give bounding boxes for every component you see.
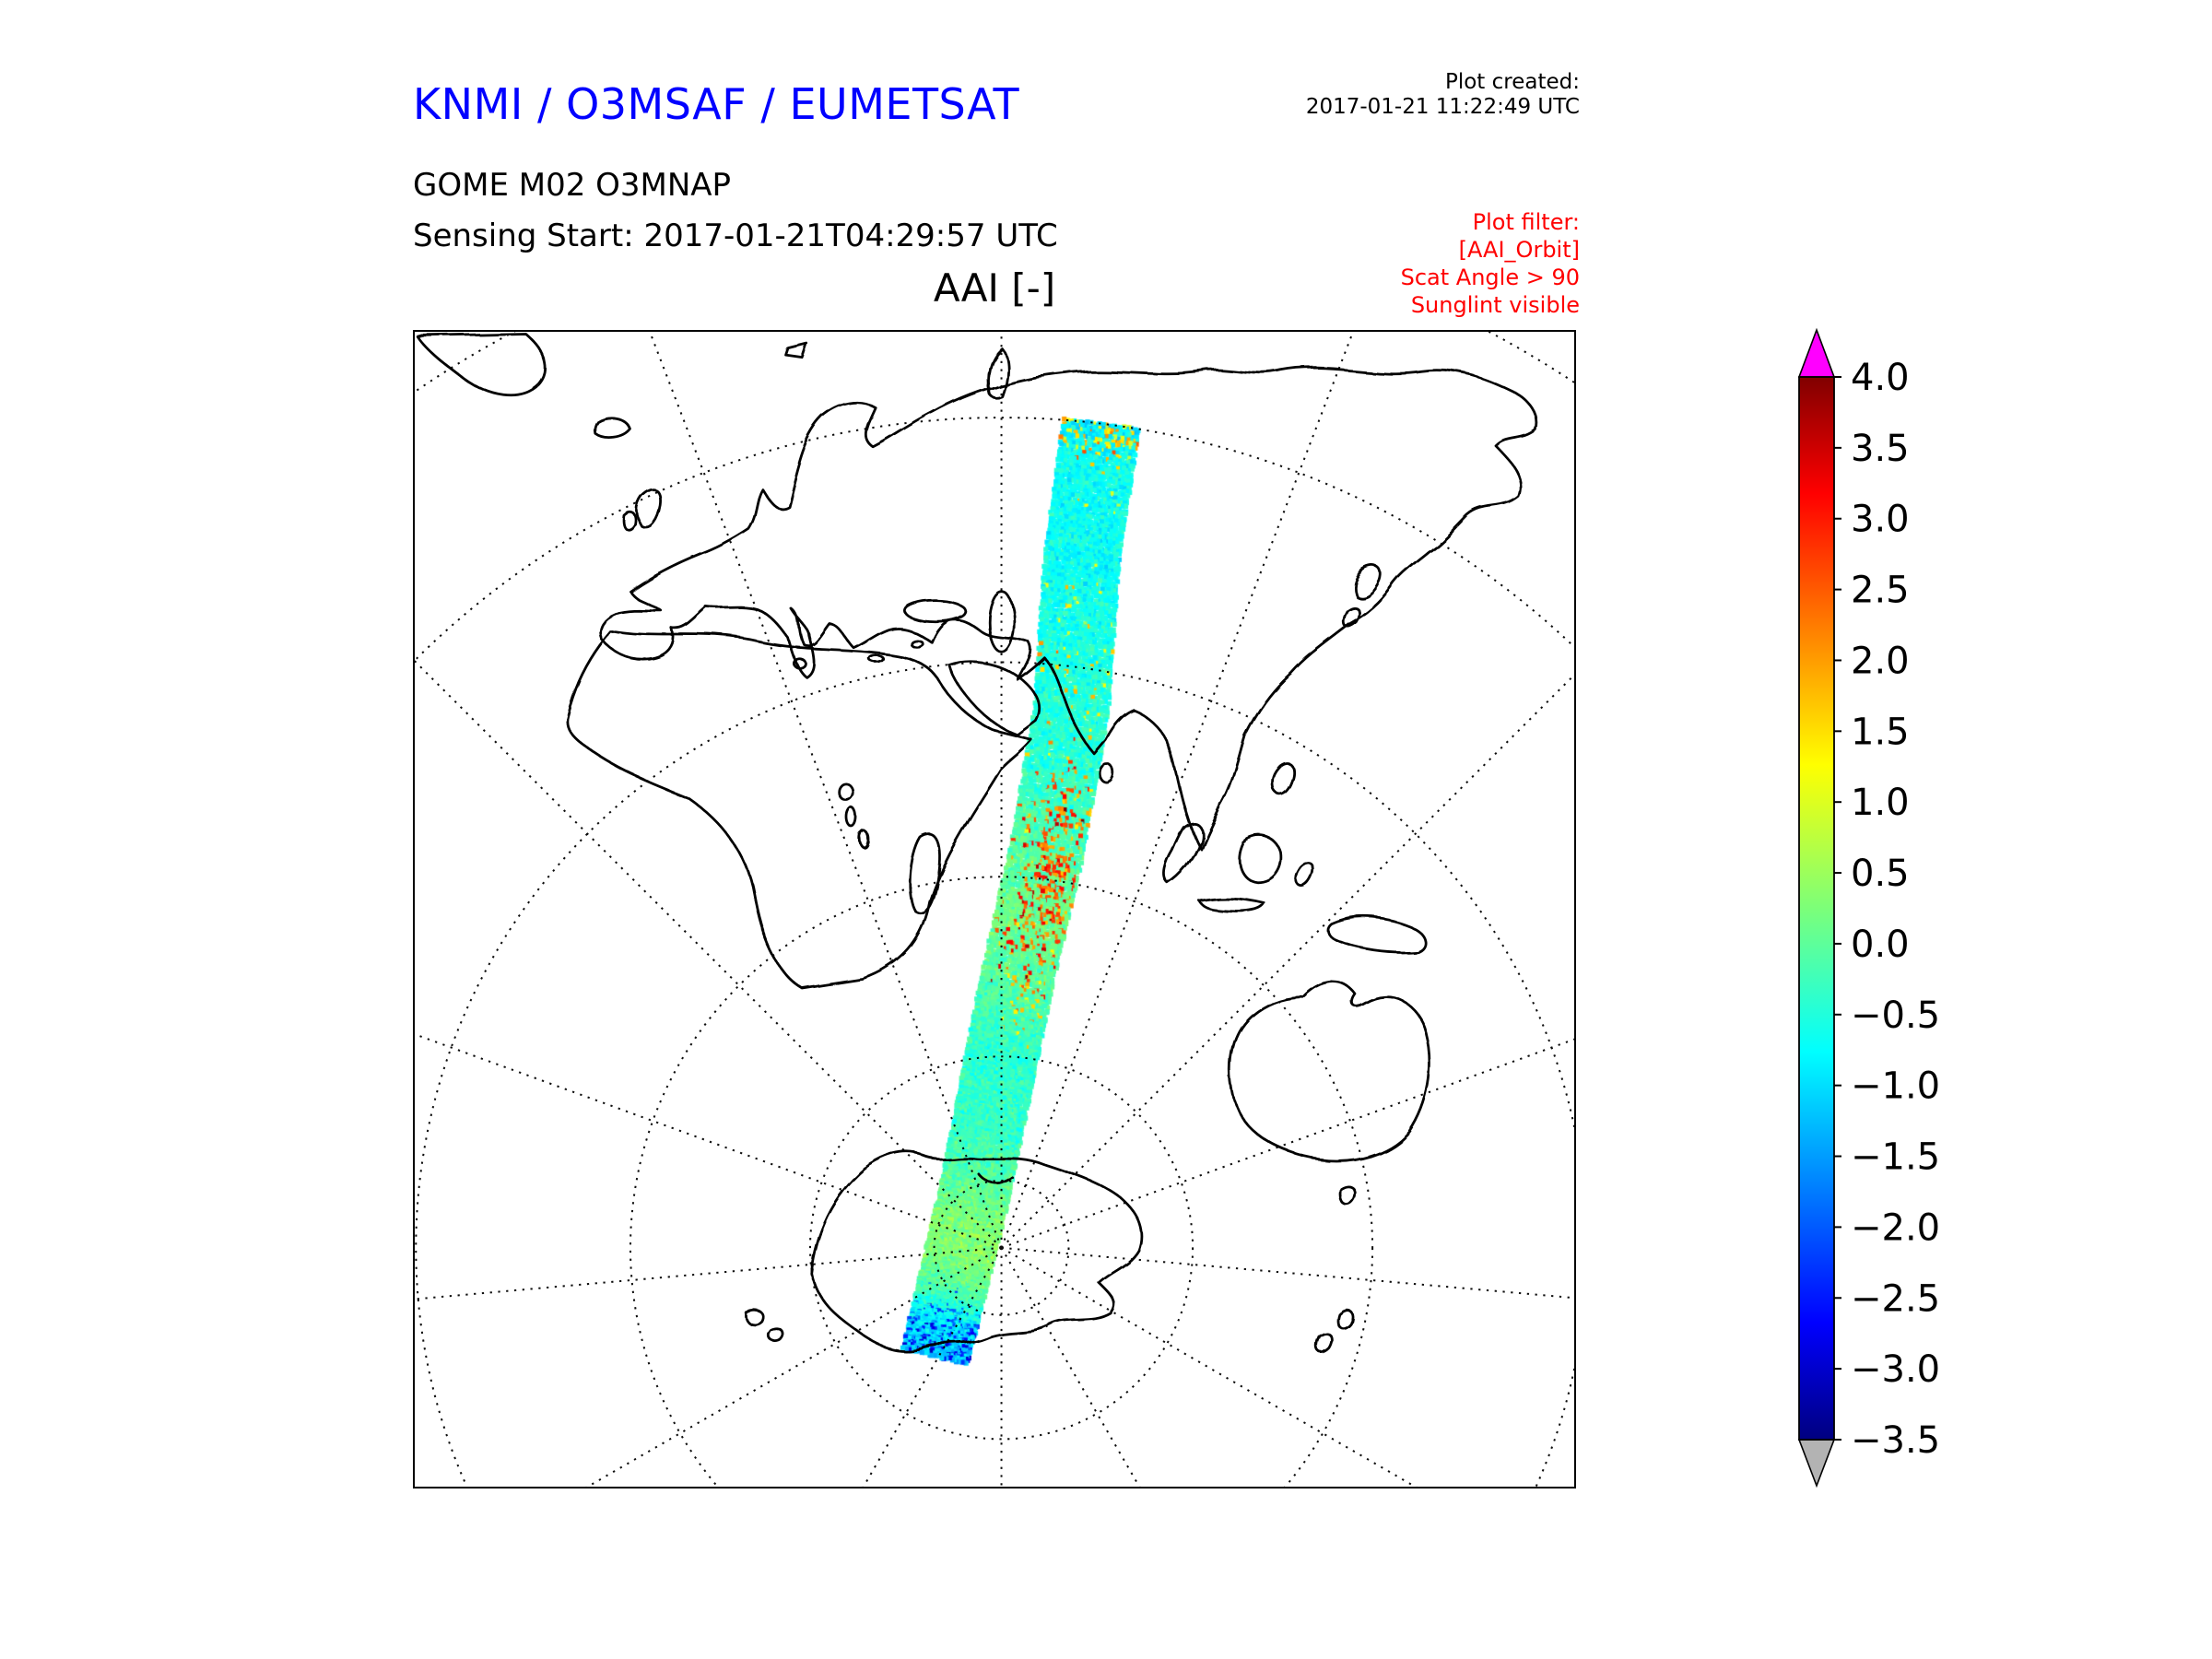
satellite-swath-canvas [415, 332, 1574, 1487]
svg-text:3.0: 3.0 [1851, 499, 1910, 541]
svg-text:1.5: 1.5 [1851, 711, 1910, 753]
svg-text:−0.5: −0.5 [1851, 994, 1940, 1037]
sensing-start: Sensing Start: 2017-01-21T04:29:57 UTC [413, 218, 1058, 254]
svg-text:2.0: 2.0 [1851, 640, 1910, 682]
plot-title: AAI [-] [933, 265, 1056, 311]
svg-text:−3.5: −3.5 [1851, 1419, 1940, 1462]
plot-created-label: Plot created: [1444, 70, 1580, 94]
colorbar: 4.0 3.5 3.0 2.5 2.0 1.5 1.0 0.5 0.0 −0.5 −1.0 −1.5 −… [1797, 328, 1940, 1488]
svg-text:−2.0: −2.0 [1851, 1206, 1940, 1249]
svg-text:−2.5: −2.5 [1851, 1277, 1940, 1320]
filter-line: Sunglint visible [1410, 292, 1580, 318]
filter-line: Plot filter: [1472, 209, 1580, 235]
svg-text:−1.5: −1.5 [1851, 1136, 1940, 1179]
organisation-title: KNMI / O3MSAF / EUMETSAT [413, 79, 1020, 129]
map-graticule-coastlines [415, 332, 1574, 1487]
svg-text:−3.0: −3.0 [1851, 1348, 1940, 1391]
svg-text:0.0: 0.0 [1851, 924, 1910, 966]
svg-text:3.5: 3.5 [1851, 428, 1910, 470]
plot-filter-note: Plot filter: [AAI_Orbit] Scat Angle > 90… [1401, 208, 1580, 319]
svg-text:1.0: 1.0 [1851, 782, 1910, 824]
filter-line: Scat Angle > 90 [1400, 265, 1580, 290]
plot-created-block: Plot created: 2017-01-21 11:22:49 UTC [1306, 70, 1580, 120]
map-plot-area [413, 330, 1576, 1488]
svg-text:−1.0: −1.0 [1851, 1065, 1940, 1108]
svg-text:2.5: 2.5 [1851, 570, 1910, 612]
svg-text:0.5: 0.5 [1851, 853, 1910, 895]
plot-created-timestamp: 2017-01-21 11:22:49 UTC [1305, 95, 1580, 119]
product-name: GOME M02 O3MNAP [413, 167, 732, 204]
filter-line: [AAI_Orbit] [1458, 237, 1580, 263]
svg-text:4.0: 4.0 [1851, 357, 1910, 399]
